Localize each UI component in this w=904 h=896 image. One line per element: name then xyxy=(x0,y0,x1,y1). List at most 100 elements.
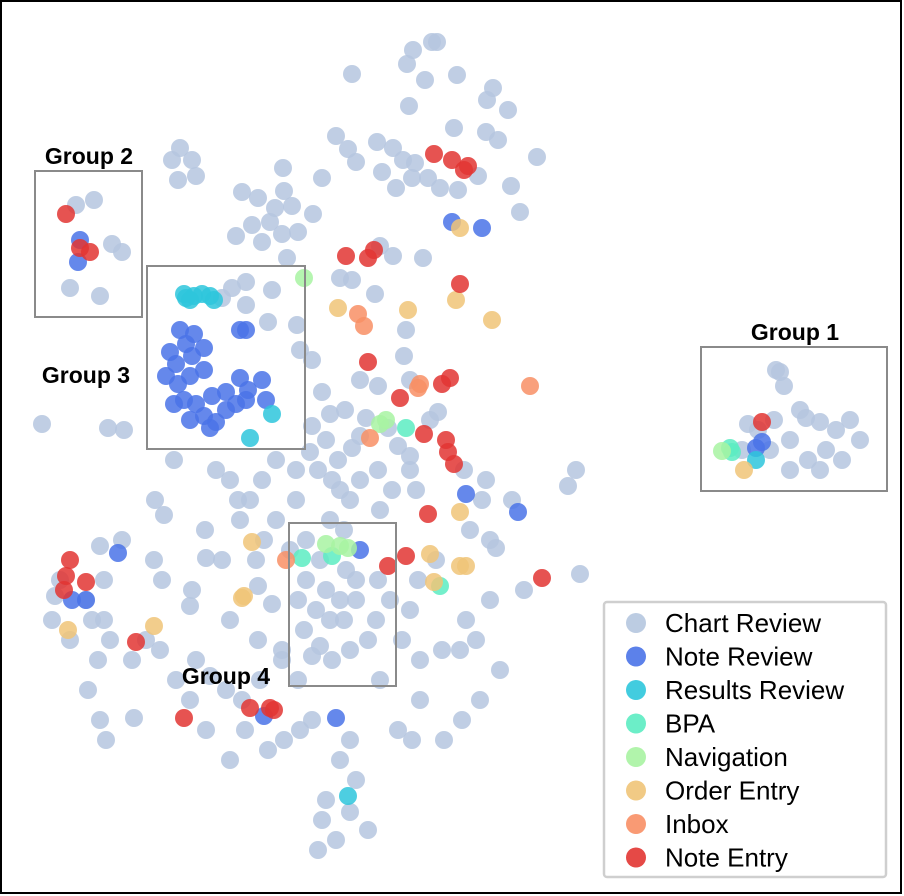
chart-review-point xyxy=(323,651,341,669)
chart-review-point xyxy=(781,461,799,479)
chart-review-point xyxy=(451,641,469,659)
chart-review-point xyxy=(411,651,429,669)
chart-review-point xyxy=(317,581,335,599)
chart-review-point xyxy=(481,591,499,609)
chart-review-point xyxy=(511,203,529,221)
chart-review-point xyxy=(368,133,386,151)
chart-review-point xyxy=(781,431,799,449)
chart-review-point xyxy=(91,287,109,305)
chart-review-point xyxy=(197,549,215,567)
chart-review-point xyxy=(359,631,377,649)
legend-label-order-entry: Order Entry xyxy=(665,776,799,806)
chart-review-point xyxy=(169,171,187,189)
order-entry-point xyxy=(243,533,261,551)
note-entry-point xyxy=(397,547,415,565)
chart-review-point xyxy=(336,401,354,419)
note-review-point xyxy=(217,401,235,419)
chart-review-point xyxy=(321,405,339,423)
chart-review-point xyxy=(85,191,103,209)
chart-review-point xyxy=(477,471,495,489)
chart-review-point xyxy=(283,197,301,215)
chart-review-point xyxy=(400,97,418,115)
chart-review-point xyxy=(89,651,107,669)
chart-review-point xyxy=(381,591,399,609)
note-entry-point xyxy=(451,275,469,293)
chart-review-point xyxy=(259,313,277,331)
chart-review-point xyxy=(351,371,369,389)
chart-review-point xyxy=(33,415,51,433)
chart-review-point xyxy=(289,671,307,689)
chart-review-point xyxy=(571,565,589,583)
chart-review-point xyxy=(327,831,345,849)
chart-review-point xyxy=(337,561,355,579)
chart-review-point xyxy=(297,531,315,549)
chart-review-point xyxy=(217,681,235,699)
chart-review-point xyxy=(97,731,115,749)
chart-review-point xyxy=(291,721,309,739)
inbox-point xyxy=(277,551,295,569)
note-review-point xyxy=(77,591,95,609)
chart-review-point xyxy=(371,501,389,519)
note-entry-point xyxy=(419,505,437,523)
note-entry-point xyxy=(77,573,95,591)
chart-review-point xyxy=(416,71,434,89)
chart-review-point xyxy=(341,803,359,821)
chart-review-point xyxy=(165,451,183,469)
chart-review-point xyxy=(263,281,281,299)
note-entry-point xyxy=(127,633,145,651)
order-entry-point xyxy=(451,219,469,237)
order-entry-point xyxy=(399,301,417,319)
order-entry-point xyxy=(457,557,475,575)
group-3-box xyxy=(146,265,306,450)
results-review-point xyxy=(747,451,765,469)
chart-review-point xyxy=(221,751,239,769)
chart-review-point xyxy=(429,403,447,421)
chart-review-point xyxy=(327,127,345,145)
note-review-point xyxy=(181,367,199,385)
chart-review-point xyxy=(449,181,467,199)
group-1-box xyxy=(700,346,888,492)
legend-box xyxy=(602,600,888,879)
chart-review-point xyxy=(61,279,79,297)
series-note-entry xyxy=(55,145,771,727)
chart-review-point xyxy=(347,771,365,789)
chart-review-point xyxy=(91,537,109,555)
chart-review-point xyxy=(347,591,365,609)
legend-label-chart-review: Chart Review xyxy=(665,608,821,638)
chart-review-point xyxy=(313,383,331,401)
chart-review-point xyxy=(367,611,385,629)
note-review-point xyxy=(203,387,221,405)
navigation-point xyxy=(713,442,731,460)
chart-review-point xyxy=(278,249,296,267)
chart-review-point xyxy=(145,551,163,569)
chart-review-point xyxy=(297,571,315,589)
series-order-entry xyxy=(59,219,753,639)
note-review-point xyxy=(457,485,475,503)
order-entry-point xyxy=(59,621,77,639)
chart-review-point xyxy=(83,611,101,629)
note-entry-point xyxy=(365,241,383,259)
chart-review-point xyxy=(499,101,517,119)
chart-review-point xyxy=(331,751,349,769)
chart-review-point xyxy=(431,179,449,197)
chart-review-point xyxy=(317,791,335,809)
chart-review-point xyxy=(347,153,365,171)
chart-review-point xyxy=(398,55,416,73)
chart-review-point xyxy=(528,148,546,166)
chart-review-point xyxy=(453,711,471,729)
note-entry-point xyxy=(337,247,355,265)
legend-marker-inbox xyxy=(626,814,646,834)
chart-review-point xyxy=(237,296,255,314)
note-entry-point xyxy=(415,425,433,443)
chart-review-point xyxy=(197,721,215,739)
chart-review-point xyxy=(267,451,285,469)
chart-review-point xyxy=(389,437,407,455)
chart-review-point xyxy=(221,611,239,629)
chart-review-point xyxy=(403,731,421,749)
chart-review-point xyxy=(103,235,121,253)
chart-review-point xyxy=(123,651,141,669)
chart-review-point xyxy=(101,631,119,649)
chart-review-point xyxy=(359,821,377,839)
chart-review-point xyxy=(309,461,327,479)
series-navigation xyxy=(295,269,731,557)
